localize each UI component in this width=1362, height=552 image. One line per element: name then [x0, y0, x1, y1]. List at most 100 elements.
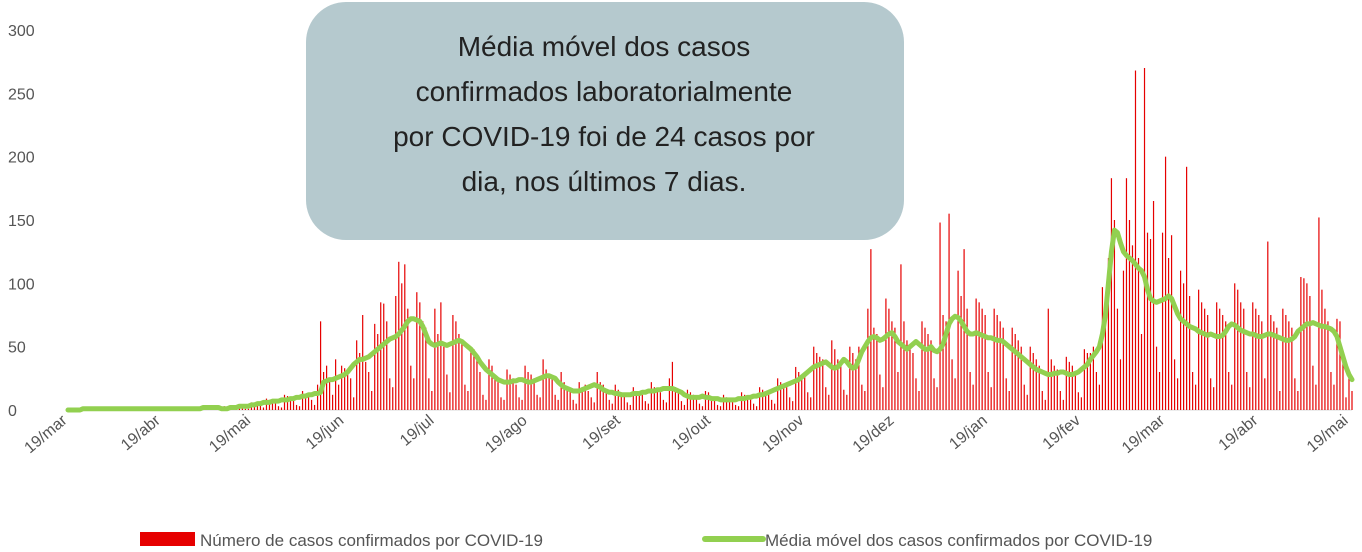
bar: [689, 392, 692, 410]
bar: [638, 392, 640, 410]
bar: [948, 213, 950, 410]
bar: [449, 392, 451, 410]
bar: [341, 365, 343, 410]
bar: [909, 346, 911, 410]
bar: [1140, 334, 1143, 410]
bar: [524, 365, 526, 410]
bar: [377, 334, 379, 410]
bar: [876, 334, 878, 410]
y-tick-label: 100: [8, 276, 35, 293]
bar: [1119, 359, 1122, 410]
bar: [692, 394, 695, 410]
bar: [707, 392, 710, 410]
bar: [1014, 334, 1016, 410]
bar: [1143, 68, 1146, 410]
bar: [1164, 156, 1167, 410]
bar: [280, 407, 283, 410]
bar: [301, 391, 304, 410]
bar: [380, 302, 382, 410]
bar: [542, 359, 544, 410]
bar-series: [73, 68, 1353, 411]
bar: [1113, 220, 1116, 410]
y-tick-label: 250: [8, 86, 35, 103]
bar: [1020, 346, 1022, 410]
bar: [662, 399, 664, 410]
bar: [813, 346, 815, 410]
bar: [993, 308, 995, 410]
bar: [413, 378, 415, 410]
annotation-text: por COVID-19 foi de 24 casos por: [393, 121, 815, 152]
bar: [978, 302, 980, 410]
bar: [789, 397, 791, 410]
bar: [1092, 346, 1094, 410]
bar: [1131, 245, 1134, 410]
bar: [900, 264, 902, 410]
bar: [1204, 308, 1206, 410]
bar: [512, 378, 514, 410]
y-tick-label: 50: [8, 340, 26, 357]
bar: [951, 359, 953, 410]
y-tick-label: 200: [8, 150, 35, 167]
bar: [1279, 391, 1281, 410]
bar: [990, 387, 992, 410]
bar: [1068, 361, 1070, 410]
bar: [1240, 302, 1242, 410]
bar: [353, 397, 355, 410]
bar: [870, 249, 872, 410]
x-tick-label: 19/dez: [850, 412, 898, 456]
bar: [289, 397, 292, 410]
bar: [921, 321, 923, 410]
bar: [930, 340, 932, 410]
bar: [701, 406, 704, 410]
bar: [804, 377, 806, 410]
bar: [356, 340, 358, 410]
bar: [846, 394, 848, 410]
bar: [927, 334, 929, 410]
bar: [960, 296, 962, 410]
bar: [969, 372, 971, 410]
bar: [530, 374, 532, 410]
bar: [858, 346, 860, 410]
bar: [515, 384, 517, 410]
x-tick-label: 19/abr: [118, 412, 164, 455]
bar: [575, 403, 577, 410]
bar: [539, 397, 541, 410]
bar: [725, 397, 728, 410]
bar: [861, 384, 863, 410]
bar: [719, 406, 722, 410]
bar: [629, 404, 631, 410]
bar: [1246, 372, 1248, 410]
bar: [972, 384, 974, 410]
bar: [1219, 308, 1221, 410]
bar: [888, 308, 890, 410]
bar: [443, 346, 445, 410]
bar: [1333, 384, 1335, 410]
bar: [674, 387, 677, 410]
bar: [1234, 283, 1236, 410]
bar: [332, 394, 334, 410]
bar: [1294, 378, 1296, 410]
bar: [1183, 283, 1185, 410]
bar: [1303, 278, 1305, 410]
bar: [271, 401, 274, 410]
annotation-text: confirmados laboratorialmente: [416, 76, 793, 107]
bar: [653, 387, 655, 410]
x-tick-label: 19/jun: [303, 412, 347, 453]
bar: [704, 391, 707, 410]
bar: [1210, 378, 1212, 410]
x-tick-label: 19/fev: [1040, 412, 1084, 453]
y-tick-label: 150: [8, 213, 35, 230]
bar: [1101, 287, 1104, 410]
bar: [1285, 315, 1287, 410]
x-tick-label: 19/abr: [1216, 412, 1262, 455]
bar: [1083, 349, 1085, 410]
bar: [536, 394, 538, 410]
bar: [1110, 178, 1113, 410]
bar: [338, 384, 340, 410]
bar: [473, 349, 475, 410]
bar: [1315, 384, 1317, 410]
bar: [1195, 384, 1197, 410]
bar: [753, 403, 755, 410]
bar: [840, 361, 842, 410]
bar: [849, 346, 851, 410]
